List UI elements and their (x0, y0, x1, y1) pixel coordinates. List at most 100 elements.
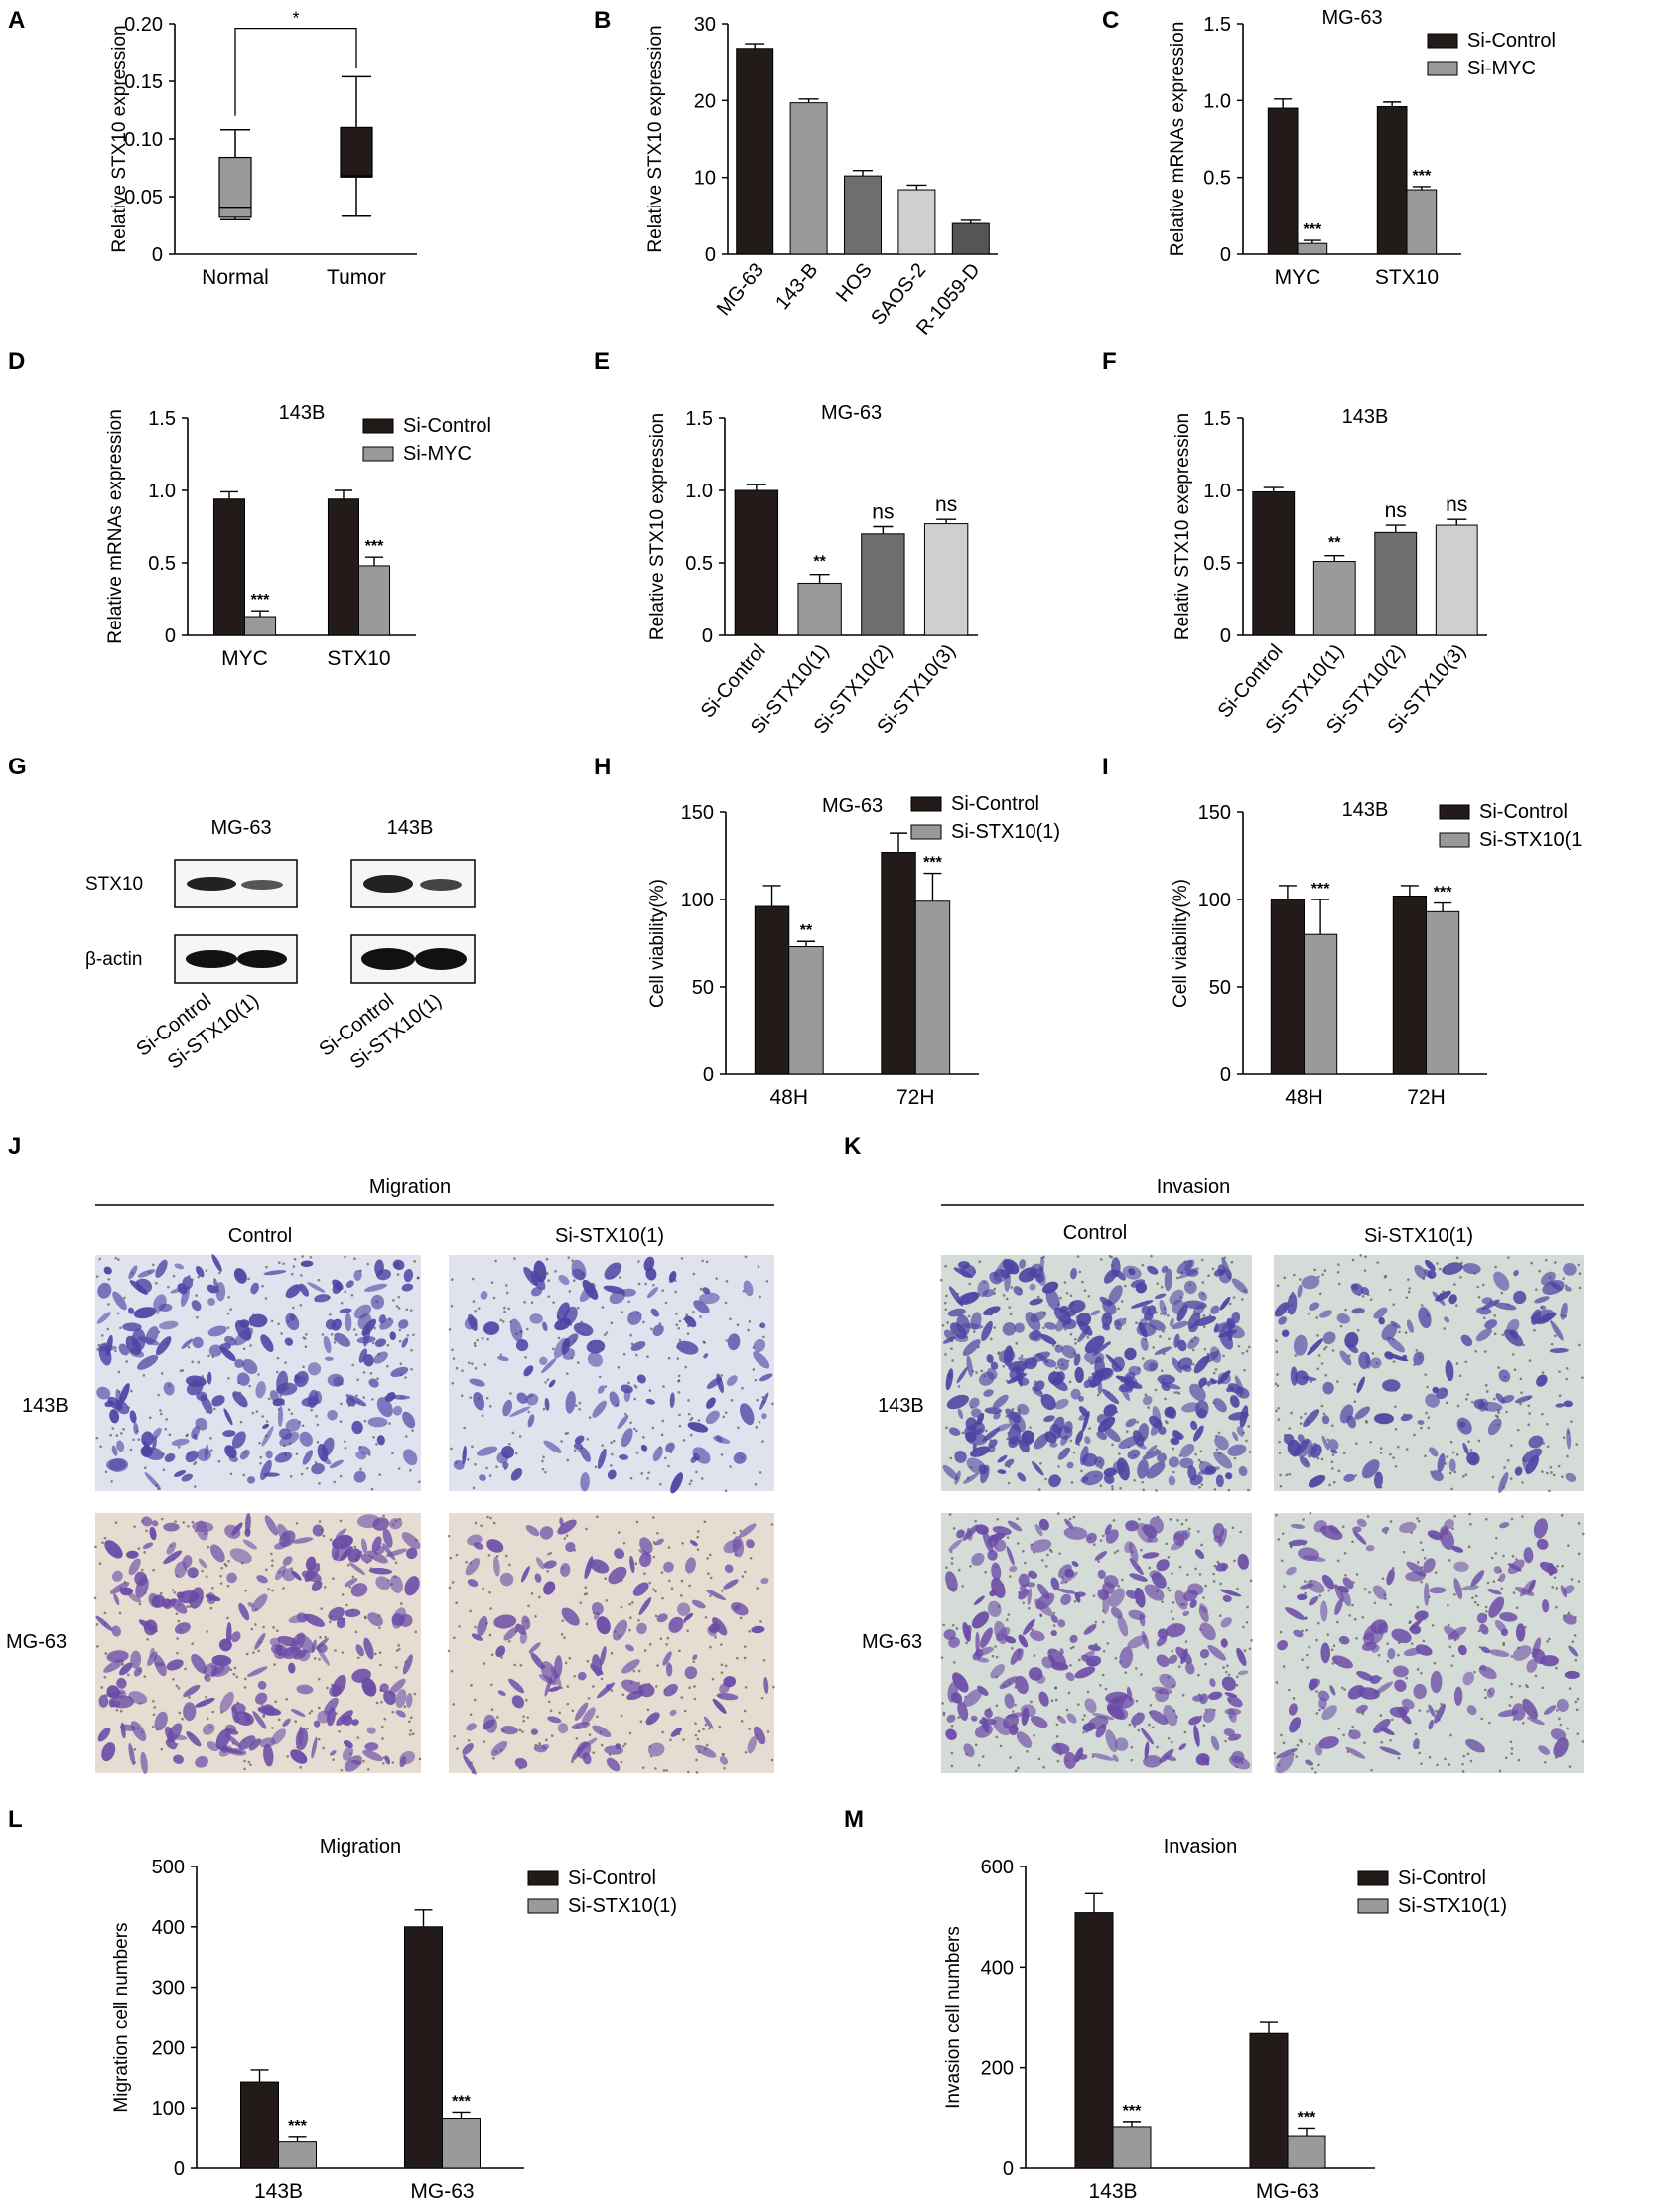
stained-cell (655, 1538, 664, 1546)
pore-dot (382, 1514, 385, 1518)
stained-cell (687, 1422, 709, 1433)
pore-dot (538, 1742, 542, 1745)
stained-cell (1236, 1426, 1245, 1437)
pore-dot (1171, 1572, 1173, 1575)
stained-cell (1382, 1379, 1401, 1392)
pore-dot (1330, 1648, 1334, 1652)
pore-dot (1477, 1295, 1481, 1299)
stained-cell (239, 1449, 250, 1460)
stained-cell (1330, 1449, 1338, 1454)
pore-dot (583, 1592, 587, 1596)
pore-dot (1006, 1536, 1010, 1539)
stained-cell (1050, 1614, 1058, 1623)
pore-dot (1508, 1704, 1512, 1707)
stained-cell (97, 1728, 111, 1742)
stained-cell (739, 1403, 755, 1426)
pore-dot (1524, 1625, 1527, 1629)
pore-dot (271, 1589, 274, 1592)
y-axis-label: Cell viability(%) (647, 879, 668, 1008)
pore-dot (1058, 1552, 1061, 1555)
pore-dot (1371, 1352, 1375, 1355)
pore-dot (1111, 1485, 1114, 1488)
pore-dot (1110, 1255, 1113, 1259)
stained-cell (1384, 1351, 1394, 1360)
pore-dot (1415, 1348, 1419, 1352)
stained-cell (406, 1547, 418, 1560)
pore-dot (1363, 1269, 1367, 1272)
stained-cell (1029, 1283, 1036, 1291)
pore-dot (1552, 1473, 1556, 1477)
pore-dot (513, 1257, 516, 1260)
stained-cell (353, 1304, 372, 1319)
stained-cell (1542, 1599, 1550, 1613)
pore-dot (251, 1411, 255, 1415)
stained-cell (401, 1532, 421, 1550)
stained-cell (95, 1615, 113, 1632)
stained-cell (1319, 1525, 1343, 1541)
pore-dot (1002, 1364, 1006, 1368)
stained-cell (367, 1417, 388, 1428)
stained-cell (983, 1306, 1001, 1316)
pore-dot (1386, 1642, 1390, 1645)
pore-dot (229, 1308, 232, 1311)
pore-dot (171, 1589, 175, 1591)
stained-cell (226, 1622, 232, 1645)
stained-cell (977, 1279, 990, 1298)
pore-dot (1167, 1736, 1171, 1740)
stained-cell (311, 1736, 318, 1759)
pore-dot (1484, 1384, 1488, 1387)
pore-dot (1120, 1300, 1124, 1303)
stained-cell (502, 1399, 513, 1417)
pore-dot (165, 1418, 168, 1421)
x-tick-label: 48H (1285, 1086, 1323, 1109)
stained-cell (486, 1539, 504, 1553)
stained-cell (1029, 1298, 1043, 1306)
x-tick-label: STX10 (1375, 266, 1439, 289)
pore-dot (1275, 1350, 1279, 1354)
pore-dot (1456, 1404, 1460, 1408)
stained-cell (627, 1310, 642, 1325)
stained-cell (1161, 1265, 1169, 1273)
pore-dot (1317, 1763, 1320, 1767)
pore-dot (1080, 1469, 1083, 1473)
stained-cell (137, 1354, 159, 1370)
stained-cell (1111, 1356, 1125, 1373)
pore-dot (1520, 1391, 1523, 1394)
pore-dot (341, 1593, 345, 1596)
pore-dot (563, 1537, 567, 1540)
pore-dot (1397, 1653, 1400, 1657)
stained-cell (371, 1536, 382, 1553)
pore-dot (1509, 1477, 1513, 1480)
y-tick-label: 1.5 (148, 408, 176, 430)
stained-cell (1077, 1320, 1093, 1336)
stained-cell (596, 1682, 616, 1699)
pore-dot (1242, 1625, 1245, 1629)
stained-cell (571, 1742, 587, 1762)
stained-cell (1444, 1625, 1460, 1640)
stained-cell (1275, 1748, 1298, 1759)
y-tick-label: 0.5 (1203, 553, 1231, 575)
pore-dot (248, 1384, 252, 1388)
bar (1297, 242, 1328, 255)
pore-dot (1088, 1427, 1091, 1430)
stained-cell (163, 1381, 175, 1396)
stained-cell (1387, 1648, 1396, 1660)
stained-cell (1493, 1271, 1510, 1291)
stained-cell (462, 1445, 467, 1465)
pore-dot (1320, 1404, 1324, 1408)
pore-dot (601, 1444, 605, 1447)
pore-dot (404, 1376, 407, 1379)
pore-dot (1535, 1288, 1538, 1291)
pore-dot (1339, 1324, 1343, 1328)
pore-dot (969, 1565, 972, 1568)
stained-cell (1107, 1704, 1125, 1720)
pore-dot (1069, 1646, 1073, 1650)
pore-dot (940, 1656, 944, 1659)
pore-dot (1567, 1544, 1570, 1547)
stained-cell (1004, 1458, 1015, 1467)
stained-cell (170, 1287, 185, 1294)
stained-cell (1103, 1404, 1118, 1417)
stained-cell (1514, 1466, 1523, 1476)
stained-cell (1127, 1449, 1141, 1460)
pore-dot (345, 1603, 348, 1607)
